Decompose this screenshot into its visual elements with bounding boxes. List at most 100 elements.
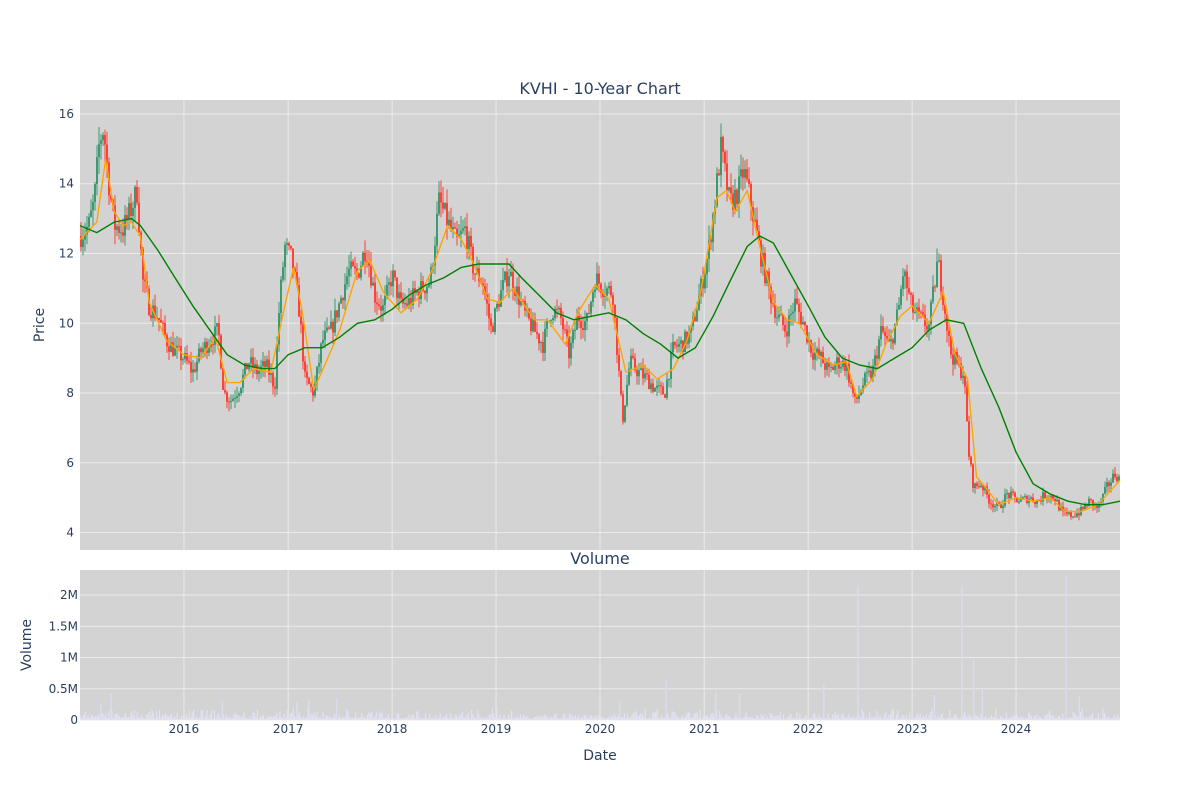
volume-bar [1115, 718, 1117, 720]
volume-bar [962, 715, 964, 720]
candle-body [414, 288, 416, 293]
volume-bar [353, 717, 355, 720]
volume-bar [1074, 713, 1076, 720]
volume-bar [1078, 696, 1080, 720]
candle-body [170, 342, 172, 352]
volume-bar [704, 715, 706, 720]
candle-body [82, 239, 84, 248]
candle-body [288, 243, 290, 246]
volume-bar [481, 717, 483, 720]
candle-body [338, 303, 340, 318]
volume-bar [1028, 712, 1030, 720]
volume-bar [1047, 714, 1049, 720]
volume-bar [635, 711, 637, 720]
price-y-tick-label: 4 [66, 526, 74, 540]
volume-bar [100, 704, 102, 720]
candle-body [142, 248, 144, 280]
volume-bar [729, 716, 731, 720]
volume-bar [548, 718, 550, 720]
candle-body [604, 295, 606, 298]
candle-body [888, 338, 890, 342]
candle-body [286, 243, 288, 245]
volume-bar [1068, 718, 1070, 720]
volume-bar [830, 718, 832, 720]
volume-bar [974, 714, 976, 720]
candle-body [880, 326, 882, 340]
candle-body [946, 313, 948, 331]
candle-body [110, 195, 112, 200]
volume-bar [1023, 717, 1025, 720]
volume-bar [781, 718, 783, 720]
volume-bar [866, 716, 868, 720]
candle-body [282, 267, 284, 280]
candle-body [706, 258, 708, 275]
candle-body [632, 355, 634, 358]
candle-body [996, 502, 998, 506]
candle-body [828, 362, 830, 367]
volume-bar [662, 717, 664, 720]
candle-body [572, 330, 574, 343]
candle-body [316, 366, 318, 384]
volume-bar [745, 712, 747, 720]
volume-bar [864, 718, 866, 720]
volume-bar [108, 710, 110, 720]
candle-body [164, 323, 166, 336]
candle-body [866, 372, 868, 374]
volume-bar [141, 715, 143, 720]
x-tick-label: 2022 [793, 722, 824, 736]
candle-body [980, 485, 982, 487]
volume-bar [913, 718, 915, 720]
volume-bar [522, 714, 525, 720]
candle-body [810, 339, 812, 353]
volume-bar [647, 718, 649, 720]
volume-bar [987, 718, 990, 720]
volume-bar [398, 713, 400, 720]
volume-bar [163, 715, 165, 720]
volume-bar [857, 585, 859, 720]
candle-body [1072, 516, 1074, 518]
volume-bar [340, 718, 342, 720]
candle-body [628, 368, 630, 385]
volume-bar [748, 717, 750, 720]
candle-body [1088, 498, 1090, 507]
candle-body [648, 374, 650, 390]
volume-bar [262, 714, 265, 720]
candle-body [514, 290, 516, 296]
volume-bar [609, 718, 611, 720]
volume-bar [459, 714, 461, 720]
volume-bar [1084, 718, 1086, 720]
candle-body [924, 314, 926, 327]
volume-bar [921, 717, 923, 720]
volume-bar [863, 712, 865, 720]
candle-body [564, 329, 566, 331]
candle-body [634, 357, 636, 370]
candle-body [904, 271, 906, 277]
volume-bar [136, 712, 138, 720]
volume-bar [464, 717, 467, 720]
candle-body [262, 360, 264, 367]
volume-bar [491, 708, 493, 720]
volume-bar [641, 713, 643, 720]
volume-bar [545, 715, 547, 720]
candle-body [1112, 473, 1114, 483]
volume-bar [861, 709, 863, 720]
volume-bar [1105, 715, 1107, 720]
candle-body [428, 284, 430, 287]
volume-bar [1005, 712, 1007, 720]
volume-bar [582, 717, 584, 720]
volume-bar [877, 717, 880, 720]
volume-bar [127, 716, 129, 720]
candle-body [212, 344, 214, 346]
volume-bar [524, 715, 526, 720]
volume-bar [454, 714, 456, 720]
volume-bar [240, 717, 242, 720]
candle-body [412, 288, 414, 305]
candle-body [708, 239, 710, 259]
volume-bar [447, 717, 449, 720]
axes-layer: 4 6 8 10 12 14 16 0 0.5M 1M 1.5M 2M 2016 2017 2018 2019… [49, 107, 1032, 736]
volume-bar [531, 718, 533, 720]
volume-bar [1075, 715, 1077, 720]
candle-body [608, 286, 610, 289]
volume-bar [768, 718, 770, 720]
candle-body [382, 305, 384, 311]
